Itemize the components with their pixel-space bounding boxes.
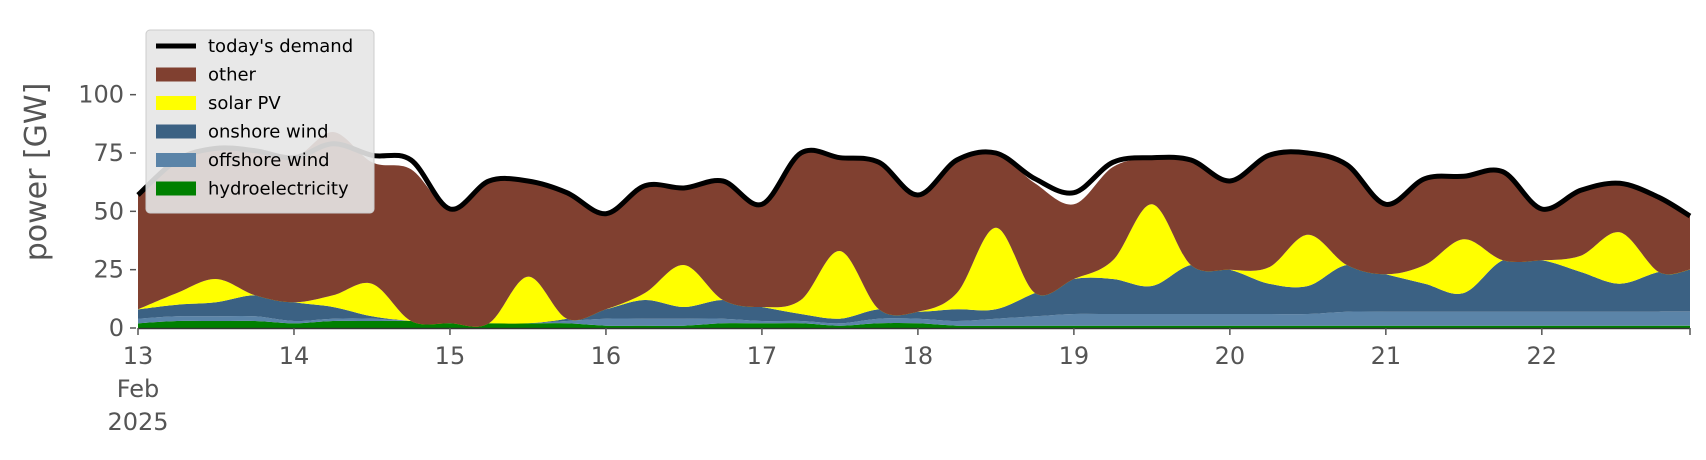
- x-tick-label: 14: [279, 342, 310, 370]
- legend-label-other: other: [208, 65, 257, 86]
- area-offshore-wind: [138, 311, 1690, 326]
- x-tick-label: 18: [903, 342, 934, 370]
- y-tick-label: 75: [93, 139, 124, 167]
- legend: today's demand other solar PV onshore wind o…: [145, 29, 375, 214]
- x-tick-label: 19: [1059, 342, 1090, 370]
- legend-box: [145, 29, 375, 214]
- x-tick-label: 21: [1371, 342, 1402, 370]
- y-axis-label: power [GW]: [19, 83, 54, 262]
- y-tick-label: 50: [93, 197, 124, 225]
- y-tick-label: 100: [78, 81, 124, 109]
- legend-swatch-offshore-wind: [156, 153, 196, 167]
- x-tick-label: 17: [747, 342, 778, 370]
- area-onshore-wind: [138, 257, 1690, 324]
- y-tick-label: 0: [109, 314, 124, 342]
- legend-swatch-solar-pv: [156, 96, 196, 110]
- demand-line-group: [136, 141, 1692, 219]
- x-tick-label: 2025: [107, 408, 168, 436]
- area-other: [138, 131, 1690, 327]
- legend-label-today-s-demand: today's demand: [208, 36, 353, 57]
- legend-swatch-other: [156, 67, 196, 82]
- demand-line: [136, 141, 1692, 219]
- x-tick-label: 13: [123, 342, 154, 370]
- x-tick-label: 22: [1527, 342, 1558, 370]
- axes: 0 25 50 75 100 13 Feb 2025 14 15 16 17 18 19 20 21 22: [78, 81, 1691, 436]
- legend-label-onshore-wind: onshore wind: [208, 122, 329, 143]
- x-tick-label: 20: [1215, 342, 1246, 370]
- y-tick-label: 25: [93, 256, 124, 284]
- area-solar-pv: [138, 204, 1690, 327]
- legend-swatch-hydroelectricity: [156, 181, 196, 196]
- legend-label-hydroelectricity: hydroelectricity: [208, 179, 349, 200]
- x-tick-label: Feb: [117, 375, 160, 403]
- legend-label-solar-pv: solar PV: [208, 93, 281, 114]
- x-tick-label: 16: [591, 342, 622, 370]
- legend-swatch-onshore-wind: [156, 124, 196, 139]
- legend-label-offshore-wind: offshore wind: [208, 150, 330, 171]
- stacked-areas: [138, 131, 1690, 328]
- area-hydroelectricity: [138, 320, 1690, 328]
- x-tick-label: 15: [435, 342, 466, 370]
